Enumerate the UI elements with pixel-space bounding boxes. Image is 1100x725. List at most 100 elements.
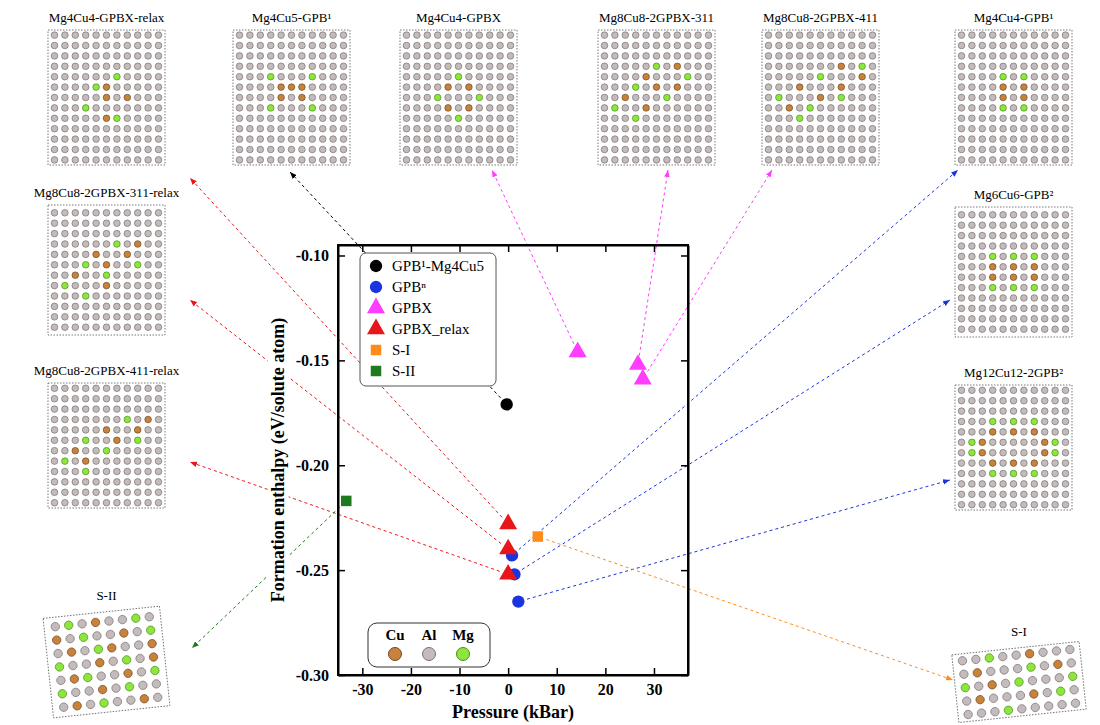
atom bbox=[155, 94, 162, 101]
atom bbox=[82, 314, 89, 321]
atom bbox=[1010, 481, 1017, 488]
atom bbox=[466, 32, 473, 39]
atom bbox=[1041, 439, 1048, 446]
atom bbox=[51, 241, 58, 248]
atom bbox=[1052, 115, 1059, 122]
atom bbox=[653, 42, 660, 49]
atom bbox=[1021, 136, 1028, 143]
atom bbox=[1021, 316, 1028, 323]
atom bbox=[1052, 470, 1059, 477]
atom bbox=[989, 326, 996, 333]
atom bbox=[134, 406, 141, 413]
atom bbox=[1031, 418, 1038, 425]
atom bbox=[1031, 73, 1038, 80]
atom bbox=[247, 32, 254, 39]
atom bbox=[1062, 84, 1069, 91]
atom bbox=[114, 73, 121, 80]
atom bbox=[958, 418, 965, 425]
atom bbox=[1000, 387, 1007, 394]
atom bbox=[643, 84, 650, 91]
atom bbox=[93, 136, 100, 143]
atom bbox=[958, 305, 965, 312]
atom bbox=[403, 115, 410, 122]
atom bbox=[1000, 491, 1007, 498]
atom bbox=[979, 439, 986, 446]
atom bbox=[72, 251, 79, 258]
atom bbox=[257, 42, 264, 49]
structure-image bbox=[955, 207, 1072, 337]
tick-mark bbox=[557, 245, 559, 252]
atom bbox=[776, 115, 783, 122]
structure-title: S-I bbox=[1011, 624, 1027, 639]
atom bbox=[612, 42, 619, 49]
atom bbox=[124, 136, 131, 143]
atom bbox=[1021, 305, 1028, 312]
atom bbox=[601, 157, 608, 164]
atom bbox=[267, 125, 274, 132]
atom bbox=[131, 614, 140, 623]
atom bbox=[330, 94, 337, 101]
atom bbox=[776, 136, 783, 143]
atom bbox=[1010, 305, 1017, 312]
atom bbox=[103, 157, 110, 164]
atom bbox=[807, 84, 814, 91]
atom bbox=[979, 491, 986, 498]
atom bbox=[1062, 253, 1069, 260]
atom bbox=[145, 458, 152, 465]
atom bbox=[62, 251, 69, 258]
atom bbox=[969, 84, 976, 91]
atom bbox=[1010, 295, 1017, 302]
atom bbox=[1052, 63, 1059, 70]
legend-label: GPBⁿ bbox=[392, 279, 426, 295]
atom bbox=[455, 73, 462, 80]
atom bbox=[278, 115, 285, 122]
atom bbox=[114, 136, 121, 143]
atom bbox=[62, 220, 69, 227]
atom bbox=[1010, 284, 1017, 291]
atom bbox=[786, 73, 793, 80]
atom bbox=[989, 53, 996, 60]
atom bbox=[82, 416, 89, 423]
atom bbox=[776, 32, 783, 39]
structure-frame bbox=[952, 641, 1086, 722]
structure-image bbox=[400, 30, 517, 165]
atom bbox=[1000, 264, 1007, 271]
atom bbox=[859, 146, 866, 153]
atom bbox=[1062, 212, 1069, 219]
atom bbox=[309, 136, 316, 143]
atom bbox=[612, 136, 619, 143]
atom bbox=[62, 94, 69, 101]
atom bbox=[674, 105, 681, 112]
atom bbox=[51, 622, 60, 631]
atom bbox=[817, 146, 824, 153]
atom bbox=[765, 105, 772, 112]
atom bbox=[1000, 397, 1007, 404]
atom bbox=[486, 157, 493, 164]
atom bbox=[114, 416, 121, 423]
atom bbox=[1000, 222, 1007, 229]
atom bbox=[319, 42, 326, 49]
atom bbox=[643, 94, 650, 101]
atom bbox=[114, 395, 121, 402]
atom bbox=[817, 125, 824, 132]
atom bbox=[979, 73, 986, 80]
atom bbox=[1067, 658, 1076, 667]
atom bbox=[705, 73, 712, 80]
atom bbox=[114, 458, 121, 465]
atom bbox=[340, 105, 347, 112]
tick-mark bbox=[411, 668, 413, 675]
atom bbox=[1002, 692, 1011, 701]
atom bbox=[103, 447, 110, 454]
atom bbox=[236, 136, 243, 143]
atom bbox=[869, 115, 876, 122]
atom bbox=[104, 616, 113, 625]
atom bbox=[1031, 703, 1040, 712]
atom bbox=[1031, 449, 1038, 456]
atom bbox=[155, 293, 162, 300]
atom bbox=[82, 437, 89, 444]
atom bbox=[1041, 295, 1048, 302]
atom bbox=[340, 32, 347, 39]
atom bbox=[612, 146, 619, 153]
atom bbox=[62, 468, 69, 475]
atom bbox=[309, 125, 316, 132]
